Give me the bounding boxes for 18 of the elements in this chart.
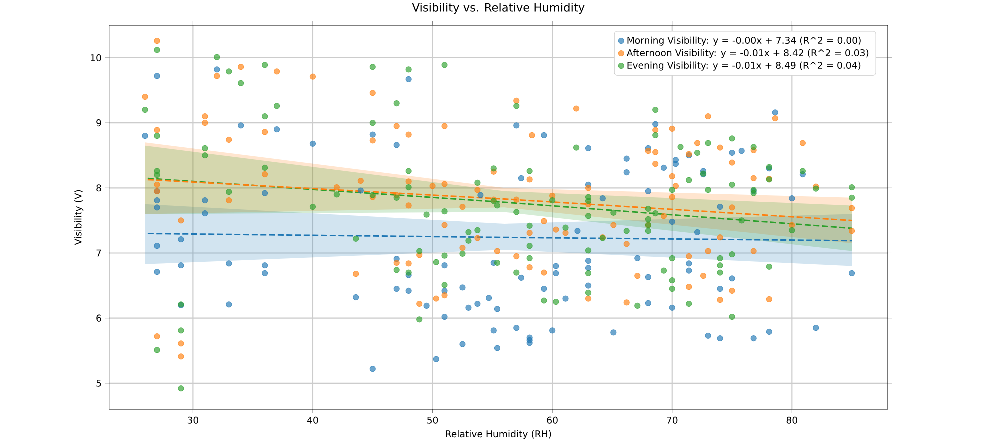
x-tick-label: 40: [308, 417, 318, 424]
x-tick-label: 50: [428, 417, 438, 424]
y-tick-label: 8: [96, 184, 102, 192]
x-axis-title: Relative Humidity (RH): [446, 430, 552, 440]
x-tick-label: 80: [786, 417, 798, 424]
chart-title: Visibility vs. Relative Humidity: [412, 3, 585, 14]
y-tick-label: 10: [91, 54, 102, 62]
x-tick-label: 60: [547, 417, 558, 424]
y-tick-label: 6: [96, 315, 102, 322]
y-tick-label: 9: [96, 120, 102, 127]
legend-label: Morning Visibility: y = -0.00x + 7.34 (R^2 = 0.00): [628, 37, 861, 46]
x-tick-label: 30: [188, 417, 199, 424]
legend-label: Afternoon Visibility: y = -0.01x + 8.42 (R^2 = 0.03): [626, 50, 869, 59]
legend-label: Evening Visibility: y = -0.01x + 8.49 (R^2 = 0.04): [628, 62, 861, 72]
y-tick-label: 7: [96, 250, 102, 257]
x-tick-label: 70: [667, 417, 678, 424]
y-tick-label: 5: [96, 380, 102, 388]
y-axis-title: Visibility (V): [74, 190, 84, 246]
